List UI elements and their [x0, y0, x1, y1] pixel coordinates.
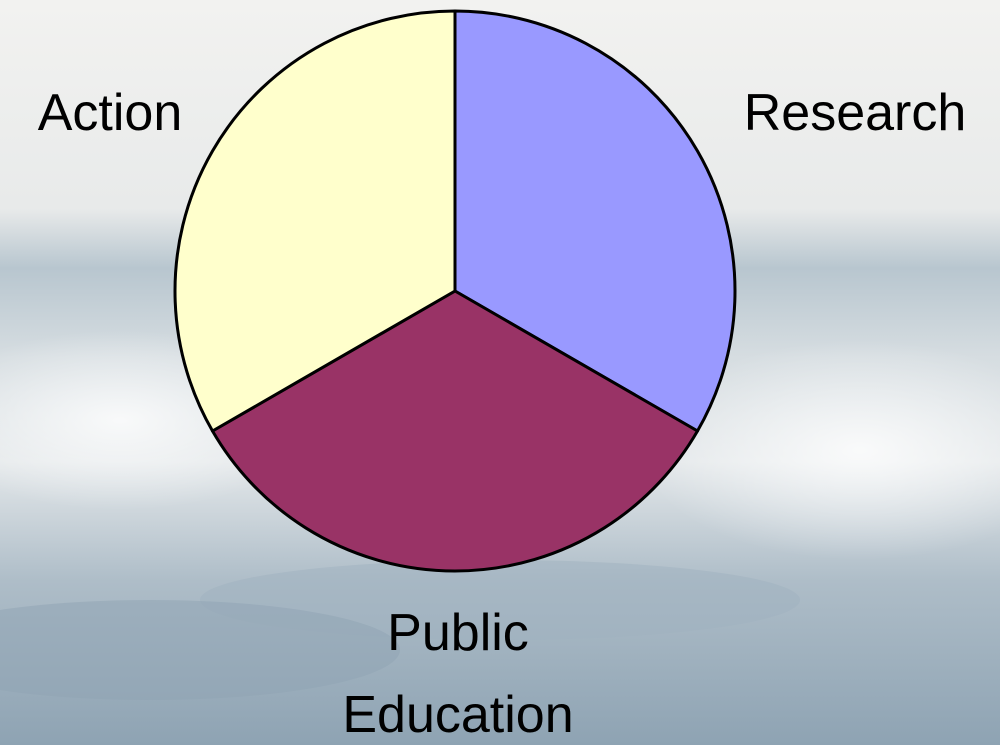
slice-label: Research	[743, 84, 967, 142]
pie-slice	[173, 9, 457, 433]
pie-slice	[211, 289, 699, 573]
slice-label: Public Education	[342, 604, 574, 744]
slice-label: Action	[37, 84, 183, 142]
pie-slice	[453, 9, 737, 433]
